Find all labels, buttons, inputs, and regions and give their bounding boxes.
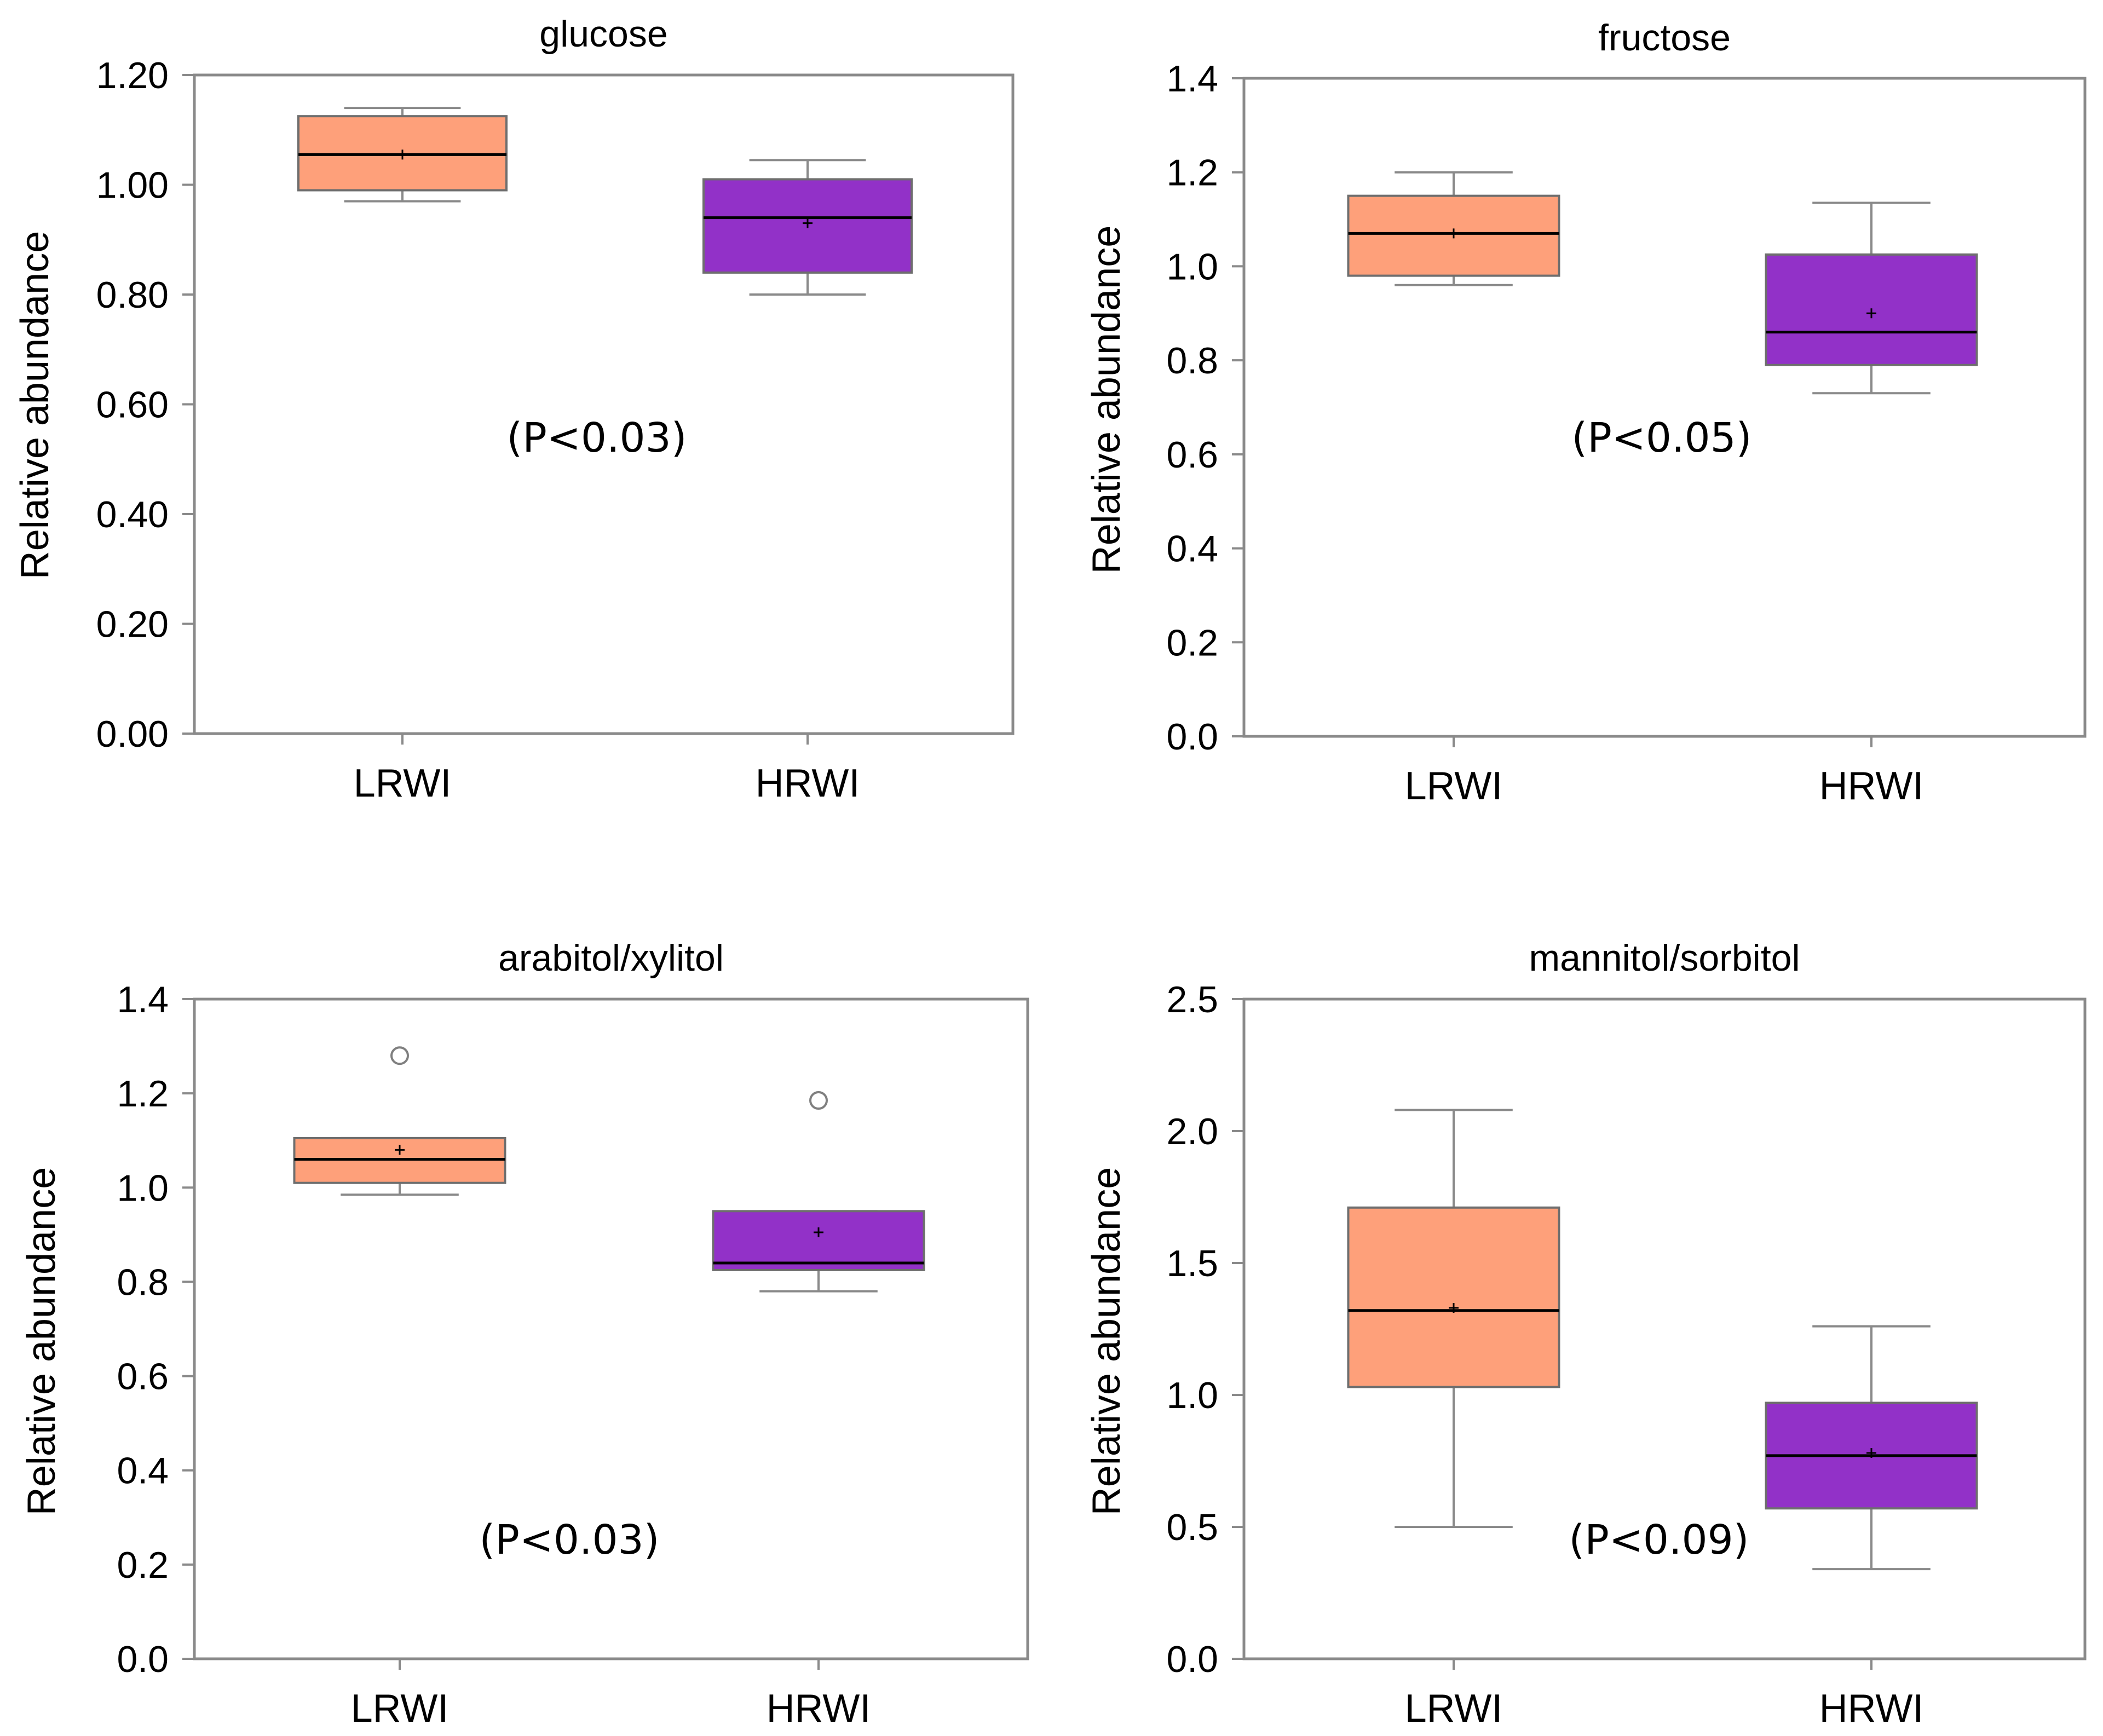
y-tick-label: 1.5 [1166,1243,1218,1284]
y-tick-label: 0.0 [1166,716,1218,758]
y-tick-label: 0.00 [96,713,169,755]
y-axis-label: Relative abundance [1085,226,1128,574]
mean-marker [1449,228,1459,239]
p-value-annotation: (P<0.03) [506,414,687,462]
x-category-label: LRWI [1405,1687,1503,1731]
y-tick-label: 1.0 [1166,1375,1218,1416]
panel-mannitol-sorbitol: mannitol/sorbitol Relative abundance 0.0 0.… [1085,937,2087,1731]
box-hrwi [1765,201,1978,395]
y-tick-label: 0.8 [1166,340,1218,382]
box-hrwi [702,159,913,296]
y-tick-label: 2.5 [1166,979,1218,1020]
iqr-box [712,1210,925,1271]
mean-marker [1866,1448,1876,1458]
p-value-annotation: (P<0.03) [479,1516,659,1564]
y-axis-label: Relative abundance [1085,1167,1128,1515]
x-category-label: HRWI [767,1687,871,1731]
y-tick-label: 0.40 [96,494,169,535]
chart-title: glucose [539,13,667,55]
plot-frame [1242,997,2087,1660]
y-tick-label: 1.0 [1166,246,1218,287]
mean-marker [395,1145,405,1155]
y-axis-label: Relative abundance [13,231,57,579]
chart-title: mannitol/sorbitol [1529,937,1800,979]
y-tick-label: 1.0 [117,1167,169,1209]
x-category-label: HRWI [1819,1687,1924,1731]
panel-glucose: glucose Relative abundance 0.00 0.20 0.40 0.6… [13,13,1015,805]
outlier-point [390,1046,409,1065]
mean-marker [803,218,813,228]
y-tick-label: 1.2 [117,1073,169,1115]
box-lrwi [297,107,508,203]
y-tick-label: 0.20 [96,604,169,645]
box-hrwi [1765,1325,1978,1571]
y-tick-label: 0.4 [117,1450,169,1492]
box-lrwi [293,1046,506,1196]
chart-title: fructose [1598,17,1731,59]
plot-frame [1242,77,2087,738]
panel-fructose: fructose Relative abundance 0.0 0.2 0.4 0.6 0.… [1085,17,2087,808]
y-tick-label: 0.6 [117,1356,169,1398]
box-lrwi [1347,1109,1560,1528]
y-tick-label: 1.00 [96,165,169,206]
y-tick-label: 0.5 [1166,1507,1218,1548]
x-category-label: LRWI [1405,764,1503,808]
box-hrwi [712,1091,925,1293]
x-category-label: LRWI [351,1687,449,1731]
y-tick-label: 0.2 [117,1544,169,1586]
y-tick-label: 1.2 [1166,152,1218,194]
x-category-label: HRWI [1819,764,1924,808]
y-tick-label: 1.4 [1166,58,1218,100]
y-tick-label: 0.80 [96,274,169,316]
mean-marker [1866,308,1876,319]
mean-marker [814,1227,823,1238]
y-tick-label: 0.0 [117,1639,169,1680]
plot-frame [193,997,1029,1660]
chart-title: arabitol/xylitol [498,937,724,979]
y-tick-label: 0.8 [117,1261,169,1303]
mean-marker [1449,1302,1459,1313]
box-lrwi [1347,171,1560,286]
y-tick-label: 1.20 [96,55,169,96]
panel-arabitol-xylitol: arabitol/xylitol Relative abundance 0.0 0.2… [20,937,1029,1731]
y-tick-label: 1.4 [117,979,169,1020]
y-tick-label: 2.0 [1166,1111,1218,1152]
y-tick-label: 0.0 [1166,1639,1218,1680]
y-tick-label: 0.60 [96,384,169,426]
iqr-box [1347,1206,1560,1388]
mean-marker [397,149,407,160]
x-category-label: LRWI [354,762,452,805]
p-value-annotation: (P<0.05) [1571,414,1751,462]
outlier-point [809,1091,828,1110]
y-tick-label: 0.2 [1166,622,1218,664]
y-tick-label: 0.4 [1166,528,1218,570]
y-tick-label: 0.6 [1166,434,1218,476]
p-value-annotation: (P<0.09) [1569,1516,1749,1564]
x-category-label: HRWI [756,762,860,805]
y-axis-label: Relative abundance [20,1167,64,1515]
